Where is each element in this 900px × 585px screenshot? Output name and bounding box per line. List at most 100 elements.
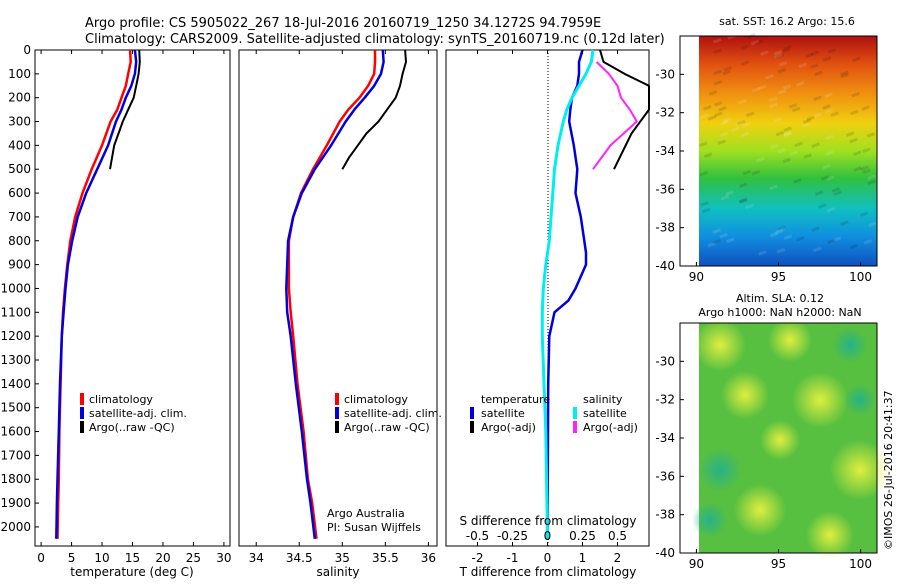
depth-tick-label: 200 — [8, 91, 31, 105]
sla-texture-blob — [698, 448, 742, 492]
map-y-tick-label: -38 — [655, 508, 675, 522]
depth-tick-label: 0 — [23, 43, 31, 57]
sla-texture-blob — [844, 384, 876, 416]
depth-tick-label: 500 — [8, 162, 31, 176]
sst-texture-streak — [818, 203, 827, 209]
temperature-satellite-difference-line — [546, 49, 588, 539]
x-tick-label: 36 — [421, 551, 436, 565]
sst-texture-streak — [813, 95, 822, 102]
sst-texture-streak — [792, 106, 801, 113]
sst-texture-streak — [801, 122, 811, 129]
x-tick-label: -2 — [472, 551, 484, 565]
sst-texture-streak — [840, 72, 849, 79]
map-x-tick-label: 90 — [689, 557, 704, 571]
imos-credit: ©IMOS 26-Jul-2016 20:41:37 — [882, 390, 895, 550]
sst-texture-streak — [776, 247, 786, 254]
temperature-panel: 0 5 10 15 20 25 30 0 100 200 300 400 500 600 700 800 90… — [0, 43, 231, 579]
sst-texture-streak — [727, 33, 736, 40]
sst-texture-streak — [853, 166, 862, 172]
map-x-tick-label: 100 — [849, 270, 872, 284]
sla-map-title-line-2: Argo h1000: NaN h2000: NaN — [698, 306, 861, 319]
difference-lines — [540, 49, 650, 539]
salinity-argo-line — [341, 49, 407, 170]
sst-texture-streak — [713, 79, 723, 86]
sst-texture-streak — [783, 131, 793, 138]
map-y-tick-label: -34 — [655, 431, 675, 445]
depth-tick-label: 300 — [8, 115, 31, 129]
sst-texture-streak — [822, 56, 832, 62]
sst-texture-streak — [739, 198, 748, 204]
sst-texture-streak — [783, 126, 792, 132]
depth-tick-label: 1600 — [0, 425, 31, 439]
sst-texture-streak — [718, 106, 727, 112]
sst-texture-streak — [825, 134, 834, 141]
legend-swatch-climatology — [80, 393, 84, 405]
legend-label-salinity-satellite: satellite — [583, 407, 627, 420]
temperature-legend: climatology satellite-adj. clim. Argo(..… — [80, 393, 187, 434]
sst-texture-streak — [822, 163, 831, 170]
sst-texture-streak — [725, 190, 734, 196]
x-tick-label: 0 — [544, 551, 552, 565]
top-tick-label: -0.5 — [466, 529, 489, 543]
sst-texture-streak — [707, 241, 717, 248]
sst-texture-streak — [699, 141, 708, 148]
sst-texture-streak — [805, 52, 814, 59]
sst-texture-streak — [866, 132, 876, 138]
salinity-annotation-line-2: PI: Susan Wijffels — [327, 521, 421, 534]
x-tick-label: 0 — [37, 551, 45, 565]
map-y-tick-label: -32 — [655, 393, 675, 407]
sla-texture-blob — [734, 484, 786, 536]
x-tick-label: 5 — [68, 551, 76, 565]
map-y-tick-label: -36 — [655, 469, 675, 483]
sst-texture-streak — [782, 157, 791, 164]
sst-texture-streak — [701, 207, 711, 214]
depth-tick-label: 600 — [8, 186, 31, 200]
legend-label-temperature-argo: Argo(-adj) — [481, 421, 536, 434]
sst-heatmap-texture — [699, 33, 877, 256]
difference-panel: -2 -1 0 1 2 -0.5 -0.25 0 0.25 0.5 S difference f… — [445, 49, 650, 579]
legend-swatch-climatology — [335, 393, 339, 405]
sst-texture-streak — [740, 60, 750, 66]
sst-texture-streak — [731, 126, 740, 132]
sst-texture-streak — [745, 203, 754, 210]
sst-texture-streak — [789, 150, 799, 157]
sst-texture-streak — [735, 120, 745, 127]
sst-texture-streak — [794, 141, 803, 148]
sst-texture-streak — [742, 169, 751, 176]
sst-texture-streak — [827, 48, 837, 54]
depth-tick-label: 800 — [8, 234, 31, 248]
map-y-tick-label: -40 — [655, 546, 675, 560]
sst-texture-streak — [769, 231, 779, 238]
sst-texture-streak — [832, 236, 842, 242]
sst-texture-streak — [777, 68, 787, 74]
header-line-1: Argo profile: CS 5905022_267 18-Jul-2016… — [85, 16, 601, 31]
sst-texture-streak — [700, 113, 709, 119]
sst-texture-streak — [782, 84, 792, 90]
depth-tick-label: 100 — [8, 67, 31, 81]
sst-texture-streak — [798, 62, 808, 69]
sst-heatmap — [699, 36, 877, 266]
sst-texture-streak — [750, 39, 760, 46]
temperature-xlabel: temperature (deg C) — [70, 565, 193, 579]
sst-texture-streak — [769, 184, 778, 191]
sst-texture-streak — [851, 91, 860, 98]
sst-texture-streak — [820, 175, 830, 181]
sst-texture-streak — [745, 111, 755, 118]
depth-tick-label: 400 — [8, 138, 31, 152]
legend-swatch-satellite — [80, 407, 84, 419]
depth-tick-label: 700 — [8, 210, 31, 224]
sst-texture-streak — [751, 169, 761, 176]
sst-texture-streak — [862, 147, 871, 154]
temperature-lines — [55, 49, 141, 539]
sst-map-ticks: 90 95 100 -40 -38 -36 -34 -32 -30 — [655, 67, 872, 284]
depth-tick-label: 1500 — [0, 401, 31, 415]
sst-texture-streak — [849, 243, 859, 250]
sst-texture-streak — [760, 50, 769, 56]
sla-texture-blob — [832, 327, 868, 363]
salinity-xlabel: salinity — [316, 565, 359, 579]
map-y-tick-label: -32 — [655, 106, 675, 120]
depth-tick-label: 1900 — [0, 496, 31, 510]
legend-title-temperature: temperature — [481, 393, 550, 406]
sst-texture-streak — [740, 44, 749, 51]
